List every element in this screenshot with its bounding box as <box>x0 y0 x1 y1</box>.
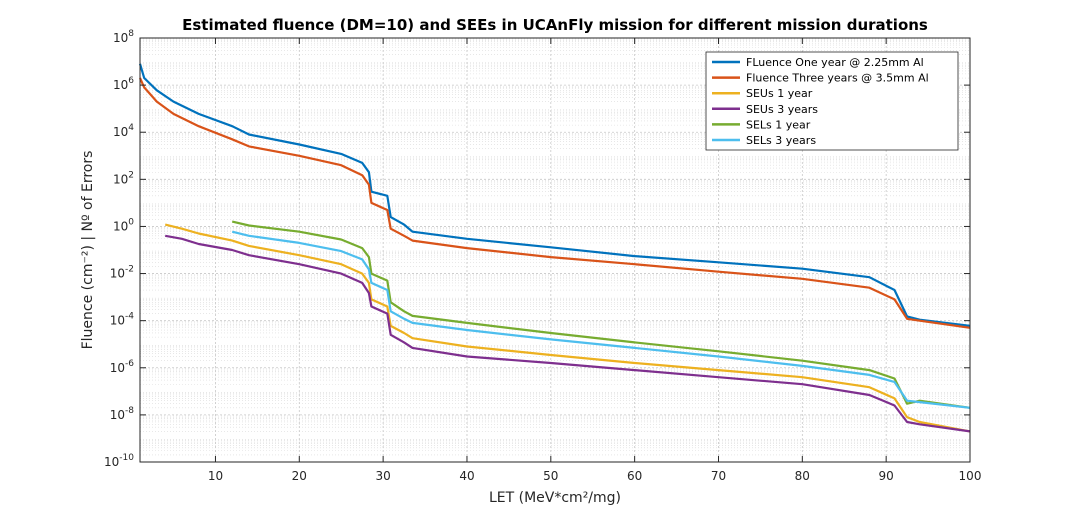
y-tick-label: 104 <box>113 123 134 139</box>
series-line-1 <box>138 63 971 327</box>
x-tick-label: 30 <box>375 469 390 483</box>
y-tick-label: 100 <box>113 217 134 233</box>
legend-box <box>705 51 959 151</box>
series-layer <box>138 63 971 433</box>
legend-label: SELs 1 year <box>746 118 811 131</box>
x-tick-label: 40 <box>459 469 474 483</box>
plot-frame <box>139 37 971 463</box>
y-tick-label: 10-10 <box>104 453 134 469</box>
legend-label: SEUs 3 years <box>746 103 818 116</box>
y-axis-label: Fluence (cm⁻²) | Nº of Errors <box>80 151 96 350</box>
legend-label: Fluence Three years @ 3.5mm Al <box>746 72 929 85</box>
y-tick-label: 102 <box>113 170 134 186</box>
y-axis-ticks: 10-10 10-8 10-6 10-4 10-2 100 102 104 106 108 <box>104 29 970 469</box>
x-tick-label: 60 <box>627 469 642 483</box>
legend-label: FLuence One year @ 2.25mm Al <box>746 56 924 69</box>
x-axis-ticks: 10 20 30 40 50 60 70 80 90 100 <box>208 38 982 483</box>
x-axis-label: LET (MeV*cm²/mg) <box>489 490 621 506</box>
y-tick-label: 10-8 <box>110 406 135 422</box>
x-tick-label: 100 <box>959 469 982 483</box>
grid <box>140 37 971 463</box>
x-tick-label: 10 <box>208 469 223 483</box>
x-tick-label: 50 <box>543 469 558 483</box>
legend: FLuence One year @ 2.25mm Al Fluence Thre… <box>705 51 959 151</box>
y-tick-label: 10-6 <box>110 359 135 375</box>
x-tick-label: 90 <box>879 469 894 483</box>
chart-title: Estimated fluence (DM=10) and SEEs in UC… <box>182 16 928 34</box>
y-tick-label: 10-2 <box>110 265 134 281</box>
x-tick-label: 70 <box>711 469 726 483</box>
legend-label: SELs 3 years <box>746 134 816 147</box>
x-tick-label: 80 <box>795 469 810 483</box>
series-line-5 <box>231 220 971 409</box>
y-tick-label: 10-4 <box>110 312 135 328</box>
series-line-4 <box>165 234 971 433</box>
series-line-6 <box>231 230 971 409</box>
series-line-2 <box>138 77 971 329</box>
legend-label: SEUs 1 year <box>746 87 813 100</box>
series-line-3 <box>164 223 971 433</box>
x-tick-label: 20 <box>292 469 307 483</box>
y-tick-label: 108 <box>113 29 134 45</box>
y-tick-label: 106 <box>113 76 134 92</box>
